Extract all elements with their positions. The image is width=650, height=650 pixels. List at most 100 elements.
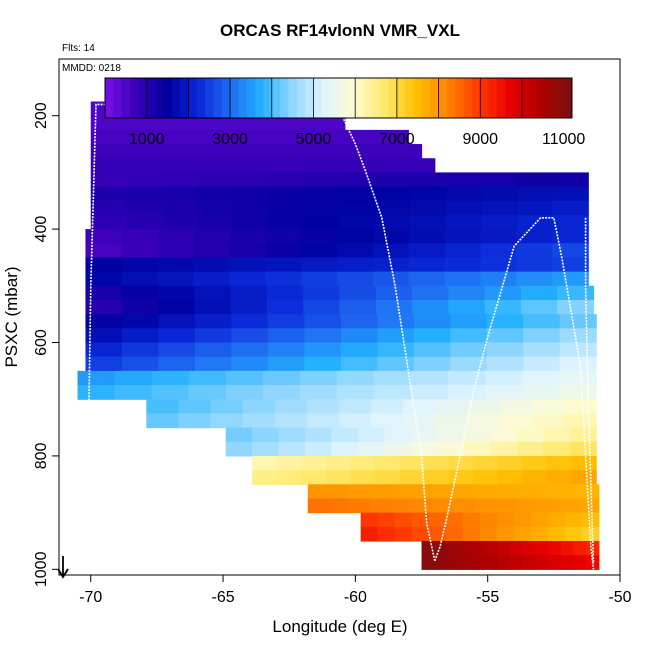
heatmap-cell xyxy=(325,470,352,485)
heatmap-cell xyxy=(158,314,196,329)
heatmap-cell xyxy=(399,470,425,485)
heatmap-cell xyxy=(413,356,451,372)
heatmap-cell xyxy=(448,299,486,315)
heatmap-cell xyxy=(121,243,158,259)
heatmap-cell xyxy=(560,540,575,556)
heatmap-cell xyxy=(157,229,194,244)
heatmap-cell xyxy=(339,399,372,414)
heatmap-cell xyxy=(267,342,305,358)
heatmap-cell xyxy=(463,441,491,457)
heatmap-cell xyxy=(467,399,501,414)
colorbar-cell xyxy=(155,78,164,118)
heatmap-cell xyxy=(360,512,379,528)
heatmap-cell xyxy=(496,526,515,542)
heatmap-cell xyxy=(459,540,473,556)
heatmap-cell xyxy=(194,328,232,344)
heatmap-cell xyxy=(193,243,230,259)
heatmap-cell xyxy=(158,285,195,301)
heatmap-cell xyxy=(304,342,342,358)
heatmap-cell xyxy=(229,243,266,259)
heatmap-cell xyxy=(230,299,268,315)
heatmap-cell xyxy=(390,498,413,514)
heatmap-cell xyxy=(303,200,341,216)
heatmap-cell xyxy=(377,356,415,372)
heatmap-cell xyxy=(448,470,474,485)
colorbar-cell xyxy=(363,78,373,118)
colorbar-cell xyxy=(121,78,131,118)
colorbar-tick-labels: 1000 3000 5000 7000 9000 11000 xyxy=(129,131,586,148)
heatmap-cell xyxy=(535,555,549,570)
heatmap-cell xyxy=(90,200,127,216)
colorbar-cell xyxy=(471,78,481,118)
heatmap-cell xyxy=(522,470,548,485)
heatmap-cell xyxy=(300,229,338,244)
heatmap-cell xyxy=(548,555,562,570)
heatmap-cell xyxy=(194,285,232,301)
heatmap-cell xyxy=(336,229,374,244)
heatmap-cell xyxy=(278,427,306,443)
x-tick-label: -70 xyxy=(79,589,102,606)
colorbar-cell xyxy=(313,78,323,118)
colorbar-cell xyxy=(130,78,139,118)
heatmap-cell xyxy=(232,214,270,230)
colorbar-cell xyxy=(521,78,531,118)
heatmap-cell xyxy=(85,314,123,329)
heatmap-cell xyxy=(474,498,496,514)
heatmap-cell xyxy=(578,484,600,500)
heatmap-cell xyxy=(494,498,517,514)
heatmap-cell xyxy=(481,186,518,202)
heatmap-cell xyxy=(85,328,123,344)
heatmap-cell xyxy=(114,370,153,386)
heatmap-cell xyxy=(274,399,308,414)
colorbar-tick-label: 5000 xyxy=(296,131,332,148)
heatmap-cell xyxy=(437,441,465,457)
heatmap-cell xyxy=(450,356,488,372)
heatmap-cell xyxy=(557,484,579,500)
heatmap-cell xyxy=(229,257,266,273)
heatmap-cell xyxy=(485,385,523,400)
heatmap-cell xyxy=(559,385,597,400)
heatmap-cell xyxy=(547,512,566,528)
heatmap-cell xyxy=(510,540,524,556)
colorbar-tick-label: 7000 xyxy=(379,131,415,148)
heatmap-cell xyxy=(446,172,483,188)
heatmap-cell xyxy=(571,470,597,485)
heatmap-cell xyxy=(158,342,196,358)
heatmap-cell xyxy=(262,370,301,386)
colorbar-cell xyxy=(338,78,348,118)
colorbar-cell xyxy=(430,78,440,118)
heatmap-cell xyxy=(408,229,446,244)
y-axis-label: PSXC (mbar) xyxy=(2,266,21,367)
heatmap-cell xyxy=(412,299,449,315)
heatmap-cell xyxy=(328,484,350,500)
heatmap-cell xyxy=(230,285,268,301)
heatmap-cell xyxy=(276,470,302,485)
heatmap-cell xyxy=(178,413,212,429)
heatmap-cell xyxy=(300,271,338,287)
heatmap-cell xyxy=(377,328,415,344)
heatmap-cell xyxy=(522,385,560,400)
heatmap-cell xyxy=(121,342,160,358)
heatmap-cell xyxy=(278,441,306,457)
heatmap-cell xyxy=(486,356,524,372)
heatmap-cell xyxy=(375,455,401,471)
heatmap-cell xyxy=(304,314,342,329)
heatmap-cell xyxy=(522,540,537,556)
heatmap-cell xyxy=(85,243,122,259)
heatmap-cell xyxy=(453,484,475,500)
heatmap-cell xyxy=(547,470,573,485)
colorbar-cell xyxy=(180,78,189,118)
heatmap-cell xyxy=(564,399,597,414)
heatmap-cell xyxy=(232,200,270,216)
heatmap-cell xyxy=(536,498,558,514)
heatmap-cell xyxy=(472,540,486,556)
heatmap-cell xyxy=(559,356,597,372)
heatmap-cell xyxy=(121,257,158,273)
heatmap-cell xyxy=(411,526,430,542)
heatmap-cell xyxy=(536,484,558,500)
heatmap-cell xyxy=(303,299,341,315)
heatmap-cell xyxy=(453,498,475,514)
heatmap-cell xyxy=(304,356,342,372)
heatmap-cell xyxy=(303,214,341,230)
heatmap-cell xyxy=(421,555,435,570)
